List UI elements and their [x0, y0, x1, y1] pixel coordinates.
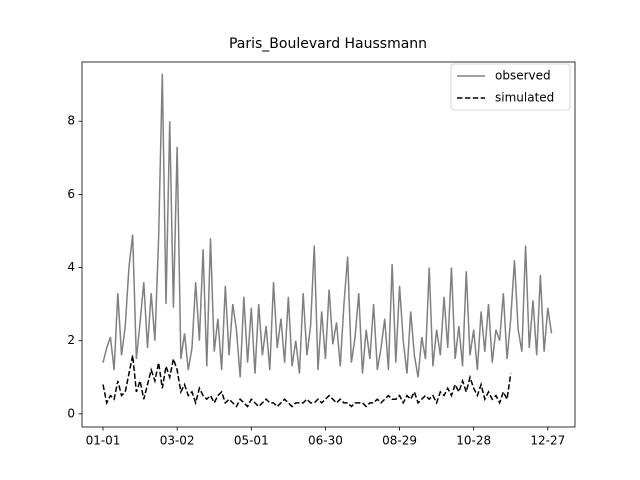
legend: observed simulated [450, 63, 571, 111]
y-tick-label: 6 [67, 187, 75, 201]
chart-title: Paris_Boulevard Haussmann [229, 36, 427, 52]
x-tick-label: 03-02 [160, 434, 195, 448]
x-tick-label: 05-01 [234, 434, 269, 448]
x-tick-label: 12-27 [530, 434, 565, 448]
legend-label: simulated [495, 91, 554, 105]
y-tick-label: 8 [67, 114, 75, 128]
x-tick-label: 10-28 [456, 434, 491, 448]
legend-label: observed [495, 69, 551, 83]
y-tick-label: 4 [67, 260, 75, 274]
y-tick-label: 2 [67, 333, 75, 347]
x-tick-label: 01-01 [86, 434, 121, 448]
series-line [102, 355, 512, 408]
series-line [102, 73, 553, 378]
x-tick-label: 08-29 [382, 434, 417, 448]
plot-frame [81, 61, 576, 428]
x-tick-label: 06-30 [308, 434, 343, 448]
y-tick-label: 0 [67, 406, 75, 420]
